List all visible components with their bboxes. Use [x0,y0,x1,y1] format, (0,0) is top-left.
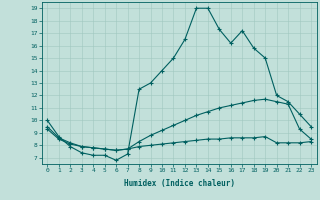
X-axis label: Humidex (Indice chaleur): Humidex (Indice chaleur) [124,179,235,188]
